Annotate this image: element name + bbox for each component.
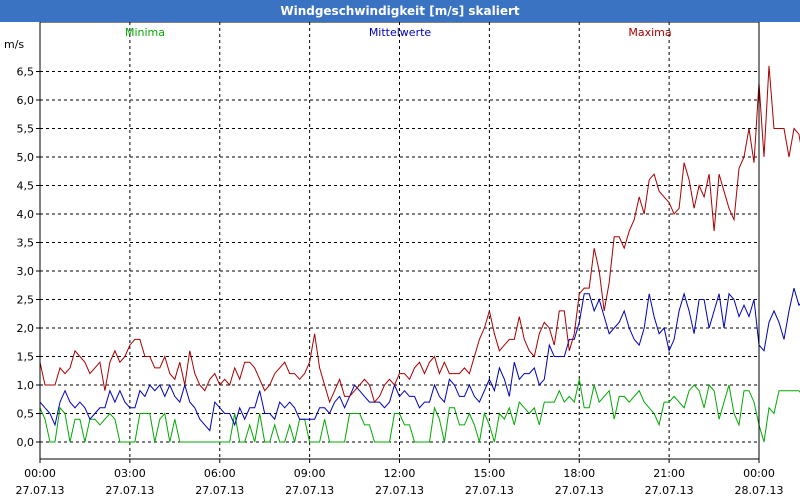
legend-item-mittelwerte: Mittelwerte	[369, 26, 432, 39]
y-tick-label: 6,5	[17, 66, 35, 79]
legend-item-minima: Minima	[125, 26, 165, 39]
y-tick-label: 2,0	[17, 322, 35, 335]
x-tick-time: 12:00	[384, 467, 416, 480]
y-tick-label: 6,0	[17, 94, 35, 107]
x-tick-date: 27.07.13	[16, 484, 65, 497]
y-tick-label: 5,0	[17, 151, 35, 164]
x-tick-date: 27.07.13	[105, 484, 154, 497]
x-tick-time: 03:00	[114, 467, 146, 480]
x-tick-date: 27.07.13	[645, 484, 694, 497]
x-tick-date: 27.07.13	[465, 484, 514, 497]
x-tick-date: 27.07.13	[195, 484, 244, 497]
y-tick-label: 2,5	[17, 294, 35, 307]
y-tick-label: 1,5	[17, 351, 35, 364]
x-tick-time: 00:00	[743, 467, 775, 480]
series-line-mittelwerte	[39, 287, 800, 432]
chart-title: Windgeschwindigkeit [m/s] skaliert	[0, 0, 800, 22]
y-tick-label: 4,5	[17, 180, 35, 193]
series-line-minima	[39, 379, 800, 443]
y-tick-label: 3,0	[17, 265, 35, 278]
y-axis-label: m/s	[4, 38, 24, 51]
x-tick-time: 15:00	[474, 467, 506, 480]
series-layer	[39, 65, 800, 443]
x-tick-time: 09:00	[294, 467, 326, 480]
grid	[40, 22, 759, 459]
y-tick-label: 0,0	[17, 436, 35, 449]
x-tick-time: 06:00	[204, 467, 236, 480]
series-line-maxima	[39, 65, 800, 404]
legend-item-maxima: Maxima	[628, 26, 671, 39]
x-tick-date: 27.07.13	[555, 484, 604, 497]
x-tick-date: 27.07.13	[285, 484, 334, 497]
y-tick-label: 0,5	[17, 408, 35, 421]
y-tick-label: 5,5	[17, 123, 35, 136]
legend: Minima Mittelwerte Maxima	[125, 26, 672, 39]
y-tick-label: 1,0	[17, 379, 35, 392]
x-tick-time: 18:00	[563, 467, 595, 480]
y-tick-label: 3,5	[17, 237, 35, 250]
y-axis: 0,0 0,5 1,0 1,5 2,0 2,5 3,0 3,5 4,0 4,5 5,0 5,5 6,0 6…	[4, 38, 40, 449]
chart-canvas: Minima Mittelwerte Maxima 0,0 0,5 1,0 1,5 2,0 2…	[4, 22, 800, 497]
x-tick-date: 28.07.13	[735, 484, 784, 497]
x-tick-date: 27.07.13	[375, 484, 424, 497]
x-tick-time: 00:00	[24, 467, 56, 480]
x-axis: 00:00 27.07.13 03:00 27.07.13 06:00 27.07.13 0…	[16, 459, 784, 497]
y-tick-label: 4,0	[17, 208, 35, 221]
x-tick-time: 21:00	[653, 467, 685, 480]
